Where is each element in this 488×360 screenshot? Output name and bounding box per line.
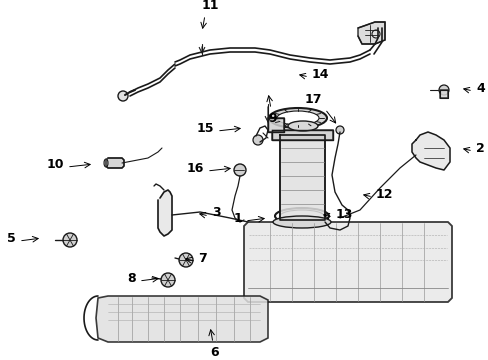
Circle shape: [335, 126, 343, 134]
Text: 7: 7: [198, 252, 206, 265]
Text: 9: 9: [267, 112, 276, 125]
Circle shape: [252, 135, 263, 145]
Text: 2: 2: [475, 141, 484, 154]
Ellipse shape: [276, 111, 318, 125]
Polygon shape: [267, 118, 284, 132]
Ellipse shape: [104, 159, 108, 167]
Text: 1: 1: [233, 211, 242, 225]
Text: 8: 8: [127, 271, 136, 284]
Text: 17: 17: [304, 93, 321, 106]
Text: 3: 3: [212, 207, 220, 220]
Polygon shape: [439, 90, 447, 98]
Circle shape: [118, 91, 128, 101]
Text: 10: 10: [46, 158, 64, 171]
Polygon shape: [96, 296, 267, 342]
Ellipse shape: [268, 108, 326, 128]
Polygon shape: [280, 135, 325, 220]
Ellipse shape: [272, 216, 330, 228]
Circle shape: [234, 164, 245, 176]
Text: 12: 12: [375, 188, 393, 201]
Polygon shape: [411, 132, 449, 170]
Text: 15: 15: [196, 122, 214, 135]
Polygon shape: [158, 190, 172, 236]
Text: 6: 6: [209, 346, 218, 359]
Circle shape: [63, 233, 77, 247]
Text: 16: 16: [186, 162, 203, 175]
Polygon shape: [357, 22, 384, 44]
Text: 14: 14: [311, 68, 329, 81]
Polygon shape: [244, 222, 451, 302]
Circle shape: [161, 273, 175, 287]
Polygon shape: [271, 130, 332, 140]
Circle shape: [371, 30, 379, 38]
Text: 5: 5: [7, 231, 16, 244]
Circle shape: [438, 85, 448, 95]
Ellipse shape: [287, 121, 317, 131]
Circle shape: [179, 253, 193, 267]
Text: 11: 11: [202, 0, 219, 12]
Text: 4: 4: [475, 81, 484, 94]
Text: 13: 13: [335, 207, 353, 220]
Polygon shape: [106, 158, 124, 168]
